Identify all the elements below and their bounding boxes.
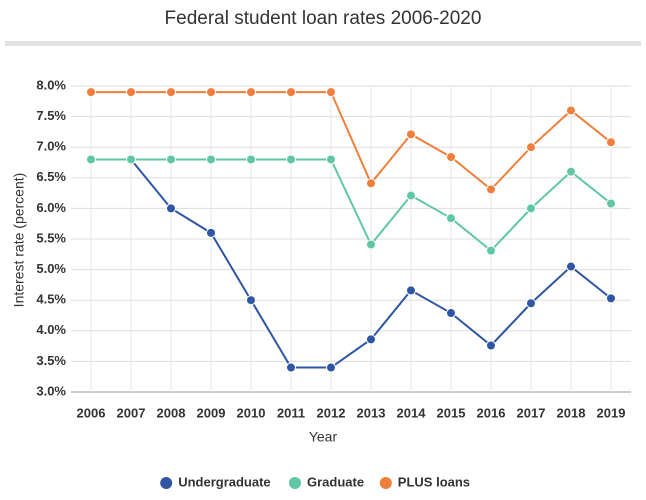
data-point — [406, 129, 416, 140]
x-tick-label: 2009 — [197, 405, 226, 420]
data-point — [126, 154, 136, 165]
x-tick-label: 2011 — [277, 405, 305, 420]
data-point — [166, 87, 176, 98]
data-point — [246, 295, 256, 306]
y-axis-label: Interest rate (percent) — [11, 173, 27, 308]
data-point — [86, 87, 96, 98]
data-point — [406, 190, 416, 201]
legend-label: PLUS loans — [398, 474, 470, 489]
data-point — [566, 261, 576, 272]
x-tick-label: 2019 — [597, 405, 626, 420]
data-point — [446, 213, 456, 224]
x-tick-label: 2007 — [117, 405, 146, 420]
title-divider — [5, 41, 641, 46]
x-axis-label: Year — [309, 429, 338, 445]
legend-marker — [379, 477, 392, 489]
legend-label: Undergraduate — [178, 474, 270, 489]
data-point — [326, 154, 336, 165]
data-point — [206, 154, 216, 165]
y-tick-label: 8.0% — [36, 77, 66, 92]
data-point — [606, 137, 616, 148]
series-line — [91, 158, 612, 252]
legend-marker — [289, 477, 301, 489]
data-point — [526, 203, 536, 214]
y-tick-label: 4.0% — [36, 322, 66, 337]
series-line — [91, 158, 612, 369]
y-tick-label: 6.5% — [36, 169, 66, 184]
x-tick-label: 2015 — [437, 405, 466, 420]
data-point — [206, 227, 216, 238]
x-tick-label: 2016 — [477, 405, 506, 420]
y-tick-label: 5.0% — [36, 261, 66, 276]
data-point — [486, 245, 496, 256]
data-point — [566, 105, 576, 116]
data-point — [406, 285, 416, 296]
y-tick-label: 7.5% — [36, 108, 66, 123]
data-point — [326, 362, 336, 373]
legend-marker — [160, 477, 173, 489]
data-point — [366, 239, 376, 250]
data-point — [446, 151, 456, 162]
chart-title: Federal student loan rates 2006-2020 — [165, 8, 482, 29]
data-point — [526, 298, 536, 309]
data-point — [206, 87, 216, 98]
legend-label: Graduate — [307, 474, 364, 489]
data-point — [286, 87, 296, 98]
data-point — [166, 203, 176, 214]
y-tick-label: 6.0% — [36, 200, 66, 215]
y-tick-label: 7.0% — [36, 139, 66, 154]
data-point — [86, 154, 96, 165]
data-point — [246, 154, 256, 165]
data-point — [526, 142, 536, 153]
data-point — [286, 362, 296, 373]
data-point — [566, 166, 576, 177]
data-point — [486, 184, 496, 195]
x-tick-label: 2013 — [357, 405, 386, 420]
data-point — [126, 87, 136, 98]
y-tick-label: 3.5% — [36, 353, 66, 368]
data-point — [486, 340, 496, 351]
x-tick-label: 2018 — [557, 405, 586, 420]
y-tick-label: 3.0% — [36, 383, 66, 398]
data-point — [606, 198, 616, 209]
x-tick-label: 2012 — [317, 405, 346, 420]
data-point — [166, 154, 176, 165]
x-tick-label: 2006 — [77, 405, 106, 420]
series-line — [91, 91, 612, 191]
y-tick-label: 4.5% — [36, 292, 66, 307]
data-point — [326, 87, 336, 98]
x-tick-label: 2008 — [157, 405, 186, 420]
data-point — [286, 154, 296, 165]
data-point — [366, 178, 376, 189]
data-point — [446, 308, 456, 319]
data-point — [246, 87, 256, 98]
data-point — [366, 334, 376, 345]
y-tick-label: 5.5% — [36, 230, 66, 245]
x-tick-label: 2014 — [397, 405, 427, 420]
x-tick-label: 2010 — [237, 405, 266, 420]
x-tick-label: 2017 — [517, 405, 546, 420]
data-point — [606, 293, 616, 304]
